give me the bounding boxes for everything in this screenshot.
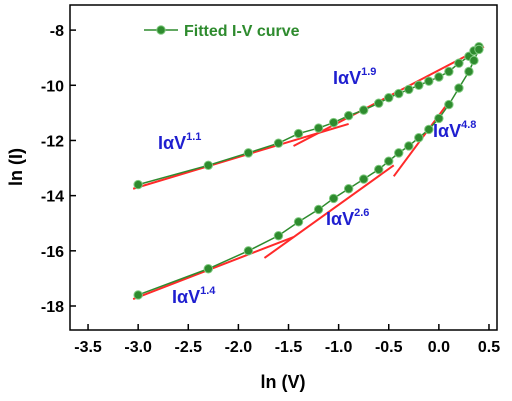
plot-frame — [69, 4, 498, 331]
y-tick-label: -8 — [50, 23, 64, 40]
data-point — [243, 246, 254, 256]
data-point — [133, 179, 143, 190]
fit-annotation-label: IαV — [158, 133, 186, 153]
fit-annotation: IαV1.4 — [172, 285, 216, 307]
data-point — [424, 76, 434, 86]
y-tick-label: -14 — [41, 189, 64, 206]
fit-annotation-label: IαV — [433, 121, 461, 141]
fit-annotation-exponent: 4.8 — [461, 119, 476, 131]
data-point — [394, 88, 404, 99]
fit-annotation-exponent: 2.6 — [354, 207, 369, 219]
data-point — [133, 290, 143, 300]
x-tick-label: 0.0 — [428, 339, 450, 356]
fit-annotation: IαV1.1 — [158, 131, 201, 153]
data-point — [414, 133, 424, 143]
x-tick-label: -1.0 — [325, 339, 353, 356]
x-tick-label: -3.5 — [74, 339, 102, 356]
data-point — [313, 204, 324, 215]
data-point — [404, 141, 414, 151]
y-tick-label: -18 — [41, 299, 64, 316]
data-point — [434, 113, 444, 124]
data-point — [454, 58, 464, 68]
fit-annotation-label: IαV — [172, 287, 200, 307]
y-axis-label: ln (I) — [6, 148, 26, 186]
data-point — [293, 128, 304, 139]
data-point — [328, 117, 339, 128]
x-tick-label: -2.5 — [174, 339, 202, 356]
y-tick-label: -16 — [41, 244, 64, 261]
legend-marker — [156, 25, 166, 35]
data-point — [404, 84, 414, 95]
data-point — [394, 148, 404, 158]
legend-label: Fitted I-V curve — [184, 23, 300, 40]
fit-annotation-exponent: 1.4 — [200, 285, 216, 297]
data-point — [384, 92, 394, 103]
data-point — [293, 217, 304, 227]
data-point — [343, 184, 354, 194]
data-point — [464, 66, 474, 77]
data-point — [434, 72, 444, 82]
x-axis-label: ln (V) — [261, 372, 306, 392]
x-tick-label: 0.5 — [478, 339, 500, 356]
data-point — [469, 55, 479, 66]
data-point — [343, 110, 354, 121]
x-tick-label: -3.0 — [124, 339, 152, 356]
data-point — [384, 156, 394, 166]
data-point — [424, 124, 434, 135]
data-point — [474, 44, 484, 55]
x-tick-label: -0.5 — [375, 339, 403, 356]
data-point — [243, 148, 254, 158]
x-tick-label: -1.5 — [275, 339, 303, 356]
data-point — [444, 66, 454, 77]
fit-annotation-exponent: 1.9 — [361, 66, 376, 78]
data-point — [454, 83, 464, 93]
data-point — [374, 98, 384, 108]
x-tick-label: -2.0 — [225, 339, 253, 356]
fit-annotation: IαV1.9 — [333, 66, 376, 88]
fit-line — [132, 122, 349, 190]
fit-annotation: IαV4.8 — [433, 119, 476, 141]
data-point — [374, 164, 384, 175]
data-point — [358, 174, 369, 184]
fit-annotation-exponent: 1.1 — [186, 131, 201, 143]
y-tick-label: -10 — [41, 78, 64, 95]
fit-annotation-label: IαV — [333, 68, 361, 88]
data-point — [444, 99, 454, 110]
data-point — [414, 80, 424, 90]
fit-line — [132, 236, 294, 301]
fit-annotation-label: IαV — [326, 209, 354, 229]
data-point — [313, 123, 324, 133]
data-point — [203, 264, 214, 274]
data-point — [273, 230, 284, 241]
fit-annotation: IαV2.6 — [326, 207, 369, 229]
fit-line — [263, 164, 395, 259]
y-tick-label: -12 — [41, 133, 64, 150]
data-point — [328, 193, 339, 204]
data-point — [358, 105, 369, 115]
data-point — [273, 138, 284, 148]
data-point — [203, 160, 214, 170]
